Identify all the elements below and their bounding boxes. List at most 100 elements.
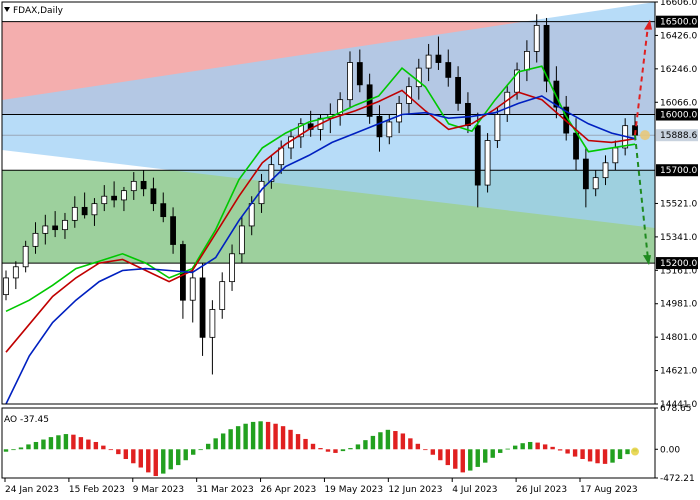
ao-tick-label: -472.21 (660, 474, 695, 484)
candle-body (553, 80, 560, 108)
candle-body (612, 147, 619, 164)
candle-body (573, 132, 579, 160)
candle-body (514, 69, 520, 93)
ao-bar (78, 437, 84, 450)
price-tick-label: 16426.0 (660, 31, 697, 41)
ao-bar (580, 449, 585, 460)
candle-body (494, 114, 501, 141)
ao-bar (505, 448, 510, 450)
forecast-origin-marker (640, 130, 650, 141)
price-axis: 16500.0 16000.0 15888.6 15700.0 15200.0 16606… (655, 0, 698, 410)
ao-bar (415, 443, 421, 450)
ao-bar (303, 438, 308, 450)
price-tick-label: 16246.0 (660, 65, 697, 75)
date-tick-label: 12 Jun 2023 (388, 485, 442, 495)
ao-bar (468, 449, 473, 471)
date-tick-label: 26 Apr 2023 (261, 485, 317, 495)
ao-bar (18, 447, 24, 450)
ao-bar (205, 443, 211, 450)
ao-bar (213, 438, 218, 450)
ao-bar (610, 449, 615, 463)
ao-bar (445, 449, 450, 466)
ao-tick-label: 678.65 (660, 404, 692, 414)
ao-bar (542, 444, 548, 450)
candle-body (111, 195, 118, 201)
candle-body (130, 180, 137, 192)
upper-channel-wedge (2, 2, 655, 120)
date-tick-label: 26 Jul 2023 (516, 485, 567, 495)
candle-body (91, 203, 98, 216)
ao-bar (557, 449, 563, 451)
symbol-label: FDAX,Daily (13, 6, 64, 16)
price-tick-label: 14981.0 (660, 300, 697, 310)
ao-bar (3, 449, 9, 452)
candle-body (219, 281, 226, 310)
candle-body (150, 188, 157, 205)
date-tick-label: 17 Aug 2023 (580, 485, 638, 495)
level-box-1 (656, 108, 698, 121)
ao-bar (116, 449, 121, 455)
ao-bar (348, 448, 353, 450)
ao-bar (63, 434, 69, 450)
ao-bar (565, 449, 570, 454)
date-tick-label: 24 Jan 2023 (5, 485, 59, 495)
moving-averages (5, 65, 636, 405)
date-axis: 24 Jan 2023 15 Feb 2023 9 Mar 2023 31 Mar 2… (4, 478, 638, 495)
date-tick-label: 9 Mar 2023 (133, 485, 184, 495)
ao-panel-frame (1, 407, 656, 479)
ao-bar (138, 449, 143, 468)
forecast-down-arrow (634, 135, 649, 260)
candle-body (160, 203, 167, 218)
candle-body (523, 50, 530, 71)
candle-body (425, 54, 432, 69)
candles (3, 14, 638, 375)
price-tick-label: 15521.0 (660, 199, 697, 209)
candle-body (347, 62, 353, 101)
candle-body (238, 225, 245, 255)
candle-body (81, 206, 88, 216)
ao-bar (191, 449, 196, 455)
ao-bar (235, 426, 241, 450)
forecast-up-arrow (634, 25, 649, 136)
candle-body (199, 277, 206, 338)
ao-bar (340, 449, 346, 452)
level-label-3: 15700.0 (660, 166, 697, 176)
ao-bar (333, 449, 338, 453)
candle-body (474, 125, 481, 186)
price-tick-label: 16606.0 (660, 0, 697, 8)
candle-body (543, 24, 550, 82)
candle-body (445, 62, 452, 78)
candle-body (209, 309, 216, 338)
ao-bar (26, 444, 31, 450)
candle-body (415, 67, 422, 88)
ao-bar (101, 445, 106, 450)
candle-body (22, 245, 29, 268)
price-tick-label: 14621.0 (660, 367, 697, 377)
ao-bar (460, 449, 465, 473)
ao-histogram (3, 421, 639, 477)
ao-bar (520, 443, 525, 450)
ao-bar (310, 443, 316, 450)
level-box-0 (656, 15, 698, 28)
ao-bar (625, 449, 630, 455)
price-tick-label: 15161.0 (660, 266, 697, 276)
moving-average-line-2 (5, 95, 636, 405)
candle-body (248, 203, 255, 227)
ao-bar (550, 446, 555, 450)
candle-body (455, 76, 461, 104)
ao-bar (370, 435, 376, 450)
ao-bar (86, 439, 91, 450)
moving-average-line-0 (5, 65, 636, 313)
ao-bar (280, 426, 286, 450)
ao-bar (527, 441, 533, 450)
candle-body (71, 206, 78, 221)
ao-bar (498, 449, 503, 453)
candle-body (268, 164, 275, 182)
candle-body (582, 158, 589, 190)
moving-average-line-1 (5, 89, 636, 353)
ao-bar (93, 441, 99, 450)
ao-bar (11, 449, 16, 451)
candle-body (484, 140, 491, 186)
date-tick-label: 15 Feb 2023 (69, 485, 125, 495)
ao-bar (363, 440, 368, 450)
